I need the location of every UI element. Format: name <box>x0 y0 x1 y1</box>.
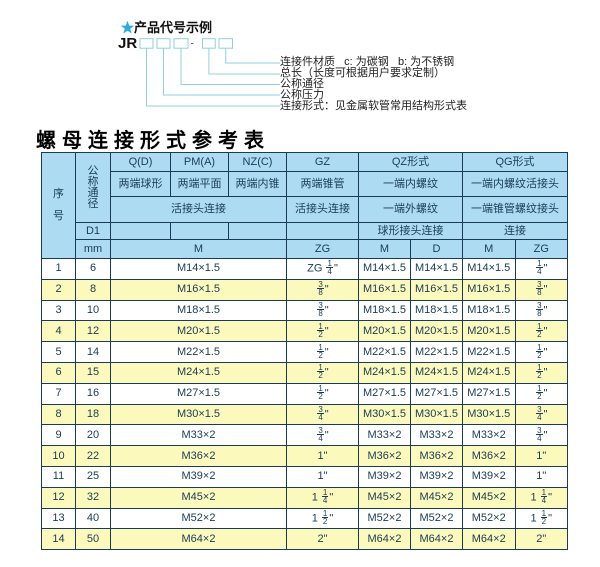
svg-text:-: - <box>191 39 194 50</box>
svg-text:JR: JR <box>118 35 137 52</box>
